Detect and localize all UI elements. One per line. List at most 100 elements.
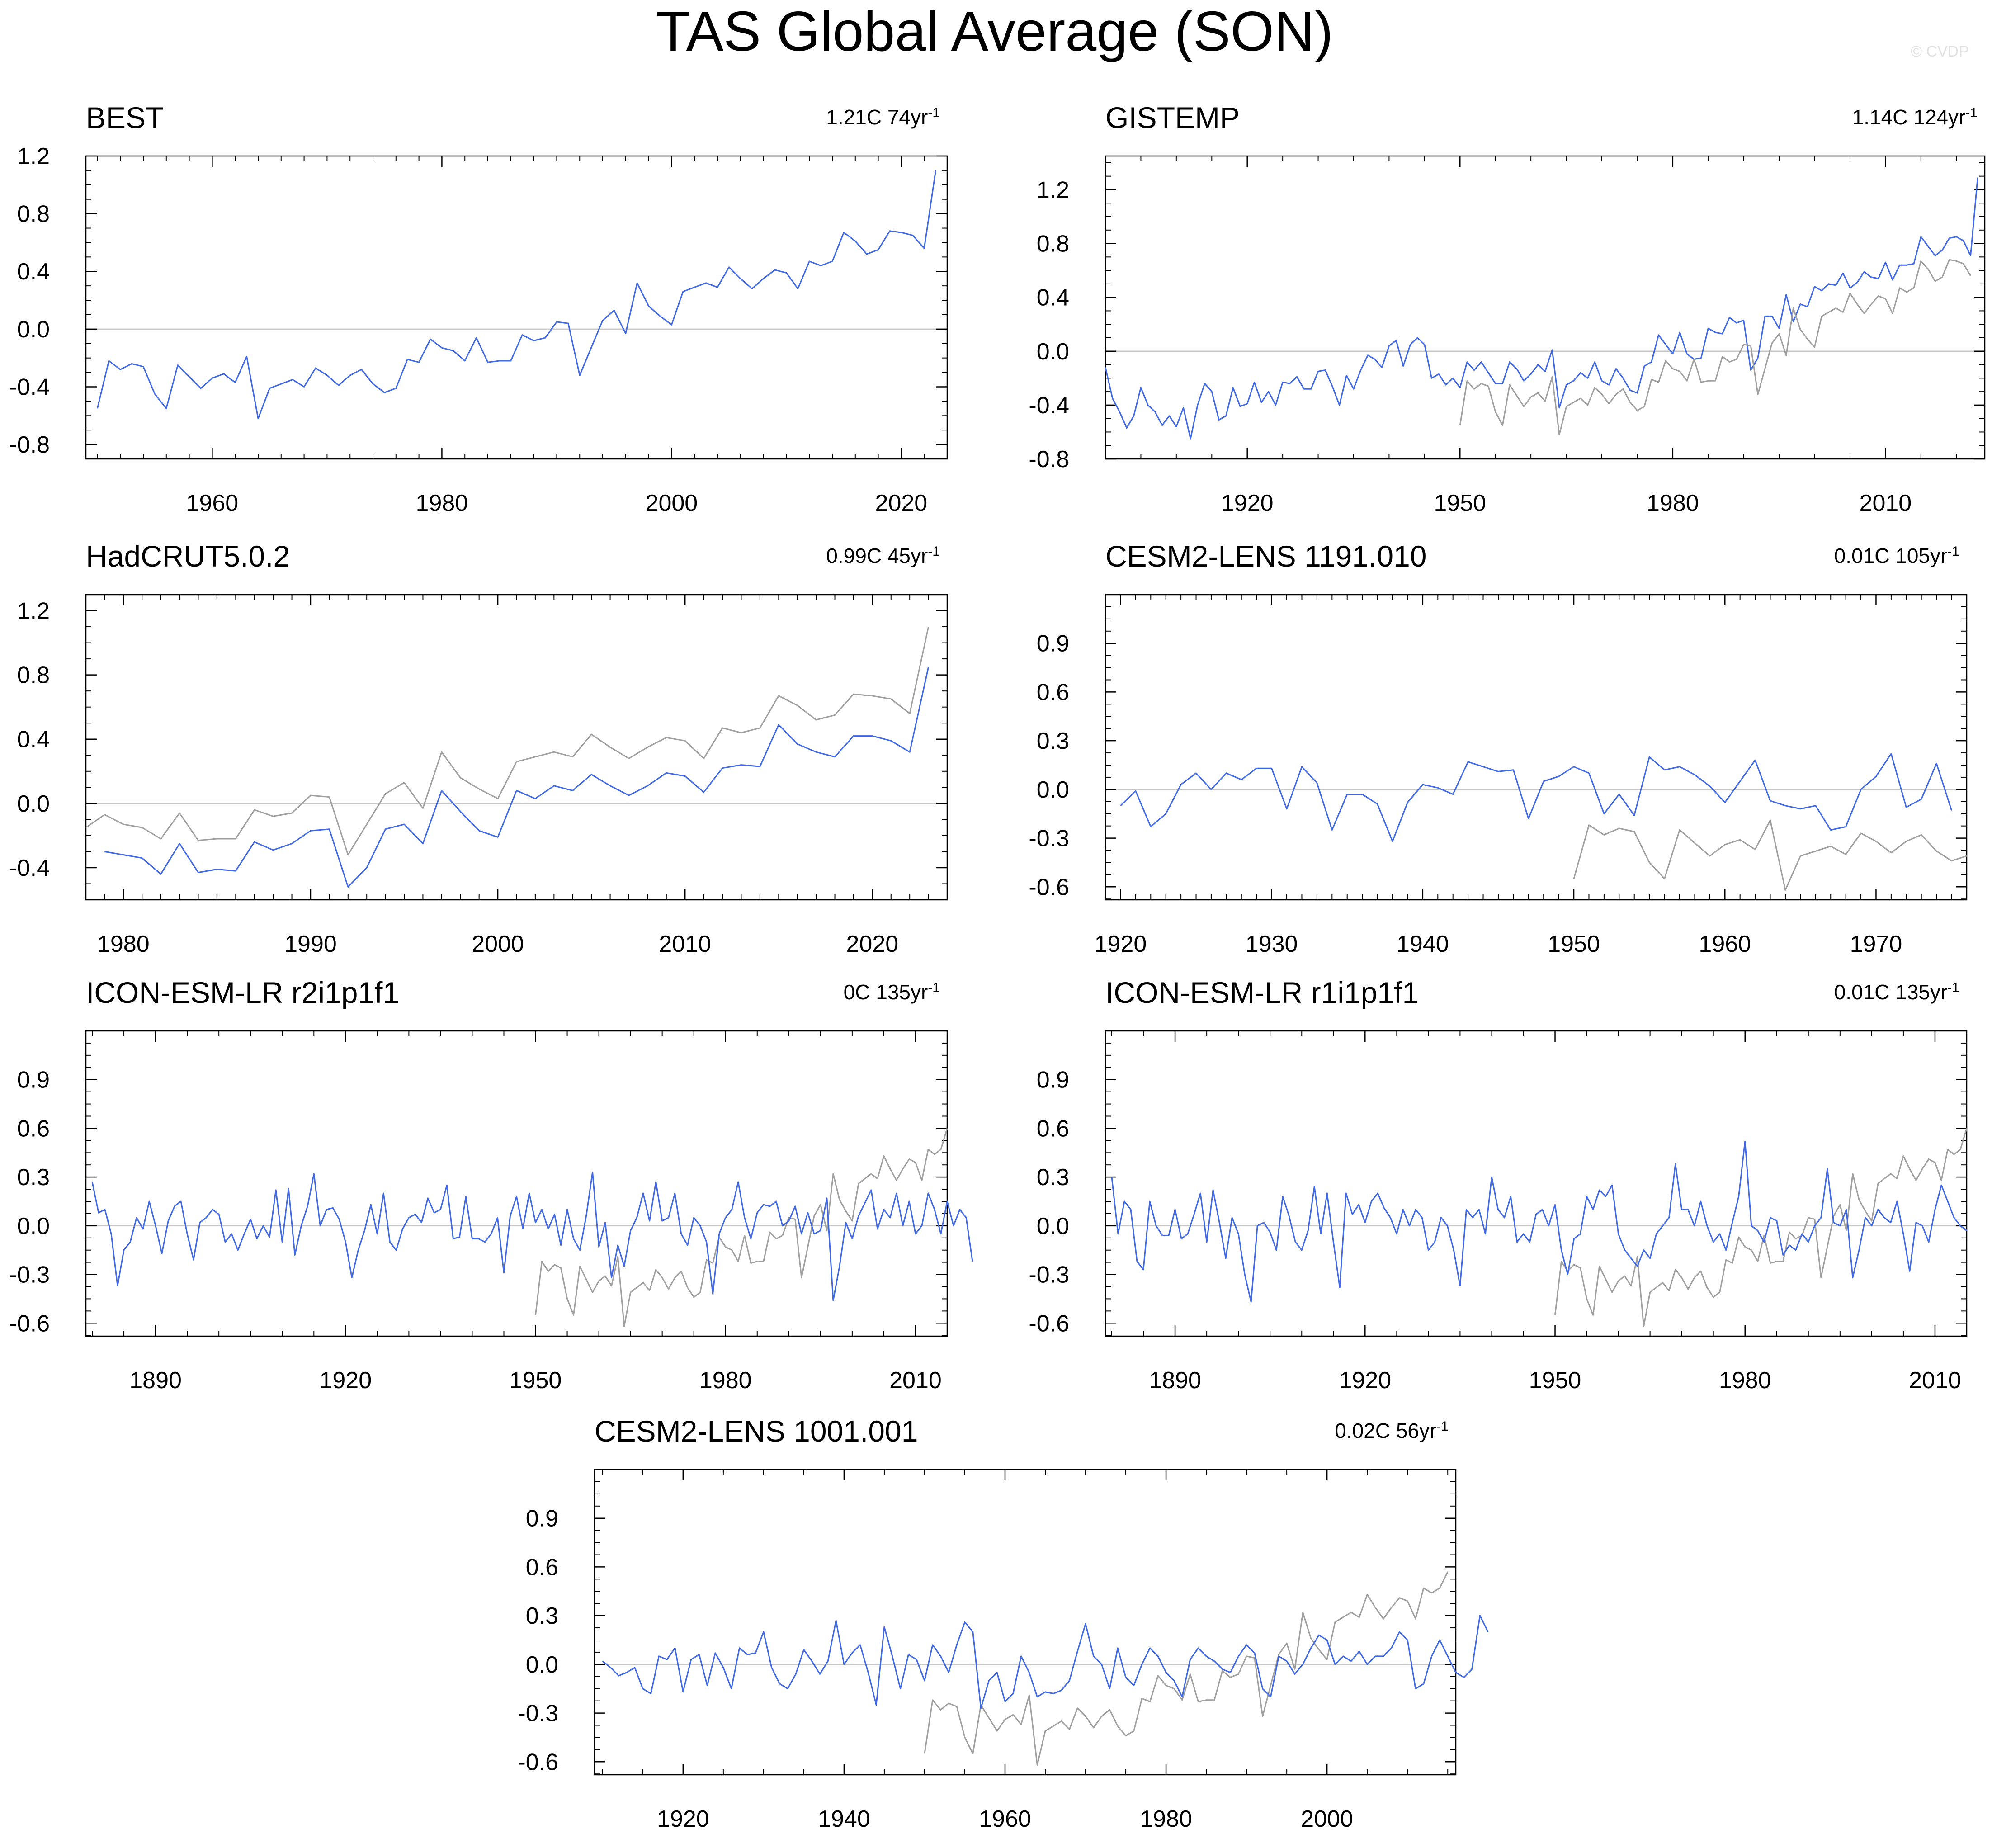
x-tick-label: 1990 xyxy=(284,931,337,957)
panels-group: 1960 1980 2000 2020 -0.8 -0.4 0.0 0.4 0.8 1.2 BEST… xyxy=(9,101,1986,1832)
x-tick-label: 1960 xyxy=(979,1806,1031,1832)
y-tick-label: 0.9 xyxy=(1037,631,1069,657)
y-tick-label: -0.4 xyxy=(9,855,50,881)
plot-frame xyxy=(1105,155,1986,460)
x-tick-label: 2020 xyxy=(875,490,928,516)
x-tick-label: 1980 xyxy=(1140,1806,1192,1832)
x-tick-label: 1970 xyxy=(1850,931,1902,957)
trend-label: 0.01C 135yr-1 xyxy=(1834,980,1959,1004)
panel-title: GISTEMP xyxy=(1105,101,1240,134)
trend-label: 0C 135yr-1 xyxy=(844,980,940,1004)
trend-label: 1.21C 74yr-1 xyxy=(826,105,940,129)
trend-superscript: -1 xyxy=(1947,544,1959,559)
y-tick-label: 0.0 xyxy=(526,1652,558,1678)
y-tick-label: 0.9 xyxy=(526,1506,558,1532)
y-tick-label: 0.4 xyxy=(17,259,50,285)
y-tick-label: -0.8 xyxy=(9,432,50,458)
trend-superscript: -1 xyxy=(1965,105,1978,120)
x-tick-label: 1960 xyxy=(186,490,239,516)
x-tick-label: 2010 xyxy=(1860,490,1912,516)
panel-6: 1890 1920 1950 1980 2010 -0.6 -0.3 0.0 0.3 0.6 0.9… xyxy=(1029,976,1968,1394)
panel-4: 1920 1930 1940 1950 1960 1970 -0.6 -0.3 0.0 0.3 0.… xyxy=(1029,539,1968,957)
x-tick-label: 2000 xyxy=(1301,1806,1353,1832)
x-tick-label: 1920 xyxy=(1221,490,1274,516)
x-tick-label: 2000 xyxy=(472,931,524,957)
y-tick-label: 0.9 xyxy=(1037,1067,1069,1093)
x-tick-label: 2010 xyxy=(1909,1367,1961,1394)
main-title: TAS Global Average (SON) xyxy=(656,0,1333,63)
y-tick-label: 0.0 xyxy=(17,791,50,817)
y-tick-label: 0.0 xyxy=(17,317,50,343)
y-tick-label: 0.0 xyxy=(17,1213,50,1239)
y-tick-label: 0.6 xyxy=(17,1115,50,1142)
series-line-reference xyxy=(535,1128,948,1327)
panel-title: HadCRUT5.0.2 xyxy=(86,539,290,573)
y-tick-label: -0.6 xyxy=(9,1310,50,1337)
x-tick-label: 1890 xyxy=(129,1367,182,1394)
series-line-hadcrut5-0-2 xyxy=(104,666,930,888)
trend-superscript: -1 xyxy=(928,980,940,995)
trend-label: 0.99C 45yr-1 xyxy=(826,544,940,568)
x-tick-label: 2010 xyxy=(659,931,711,957)
y-tick-label: -0.3 xyxy=(1029,1262,1069,1288)
plot-frame xyxy=(85,155,948,460)
watermark: © CVDP xyxy=(1911,43,1969,60)
y-tick-label: 0.6 xyxy=(1037,679,1069,705)
y-tick-label: -0.3 xyxy=(9,1262,50,1288)
y-tick-label: 1.2 xyxy=(17,598,50,624)
series-line-cesm2-lens-1001-001 xyxy=(602,1615,1489,1709)
x-tick-label: 1980 xyxy=(1647,490,1699,516)
x-tick-label: 1920 xyxy=(1339,1367,1391,1394)
series-line-best xyxy=(96,170,937,420)
series-line-reference xyxy=(1459,259,1971,435)
panel-1: 1960 1980 2000 2020 -0.8 -0.4 0.0 0.4 0.8 1.2 BEST… xyxy=(9,101,948,516)
trend-label: 0.02C 56yr-1 xyxy=(1335,1419,1449,1443)
y-tick-label: 0.9 xyxy=(17,1067,50,1093)
x-tick-label: 1960 xyxy=(1699,931,1751,957)
trend-label: 0.01C 105yr-1 xyxy=(1834,544,1959,568)
panel-title: CESM2-LENS 1001.001 xyxy=(595,1414,918,1448)
series-line-icon-esm-lr-r1i1p1f1 xyxy=(1111,1140,1967,1303)
y-tick-label: -0.4 xyxy=(9,374,50,400)
y-tick-label: 1.2 xyxy=(1037,177,1069,203)
x-tick-label: 1930 xyxy=(1246,931,1298,957)
panel-3: 1980 1990 2000 2010 2020 -0.4 0.0 0.4 0.8 1.2 HadC… xyxy=(9,539,948,957)
trend-superscript: -1 xyxy=(928,544,940,559)
y-tick-label: 0.4 xyxy=(1037,285,1069,311)
y-tick-label: 1.2 xyxy=(17,143,50,170)
y-tick-label: 0.3 xyxy=(17,1164,50,1191)
panel-5: 1890 1920 1950 1980 2010 -0.6 -0.3 0.0 0.3 0.6 0.9… xyxy=(9,976,973,1394)
panel-title: CESM2-LENS 1191.010 xyxy=(1105,539,1427,573)
plot-frame xyxy=(85,1030,948,1337)
series-line-reference xyxy=(1554,1128,1968,1327)
y-tick-label: -0.6 xyxy=(518,1749,558,1775)
panel-title: BEST xyxy=(86,101,164,134)
y-tick-label: -0.6 xyxy=(1029,1310,1069,1337)
x-tick-label: 1890 xyxy=(1149,1367,1201,1394)
x-tick-label: 2000 xyxy=(646,490,698,516)
x-tick-label: 1920 xyxy=(319,1367,372,1394)
series-line-reference xyxy=(924,1571,1449,1766)
x-tick-label: 1950 xyxy=(510,1367,562,1394)
y-tick-label: 0.4 xyxy=(17,727,50,753)
x-tick-label: 1950 xyxy=(1548,931,1600,957)
y-tick-label: 0.0 xyxy=(1037,777,1069,803)
y-tick-label: 0.6 xyxy=(1037,1115,1069,1142)
x-tick-label: 1980 xyxy=(416,490,468,516)
trend-superscript: -1 xyxy=(928,105,940,120)
x-tick-label: 1920 xyxy=(1095,931,1147,957)
y-tick-label: 0.8 xyxy=(17,201,50,227)
panel-title: ICON-ESM-LR r2i1p1f1 xyxy=(86,976,399,1009)
y-tick-label: 0.0 xyxy=(1037,339,1069,365)
x-tick-label: 1940 xyxy=(818,1806,870,1832)
series-line-reference xyxy=(1573,819,1967,891)
x-tick-label: 1980 xyxy=(97,931,150,957)
trend-label: 1.14C 124yr-1 xyxy=(1852,105,1978,129)
x-tick-label: 1940 xyxy=(1397,931,1449,957)
series-line-cesm2-lens-1191-010 xyxy=(1120,753,1953,842)
panel-7: 1920 1940 1960 1980 2000 -0.6 -0.3 0.0 0.3 0.6 0.9… xyxy=(518,1414,1489,1832)
x-tick-label: 1980 xyxy=(699,1367,752,1394)
panel-2: 1920 1950 1980 2010 -0.8 -0.4 0.0 0.4 0.8 1.2 GIST… xyxy=(1029,101,1986,516)
